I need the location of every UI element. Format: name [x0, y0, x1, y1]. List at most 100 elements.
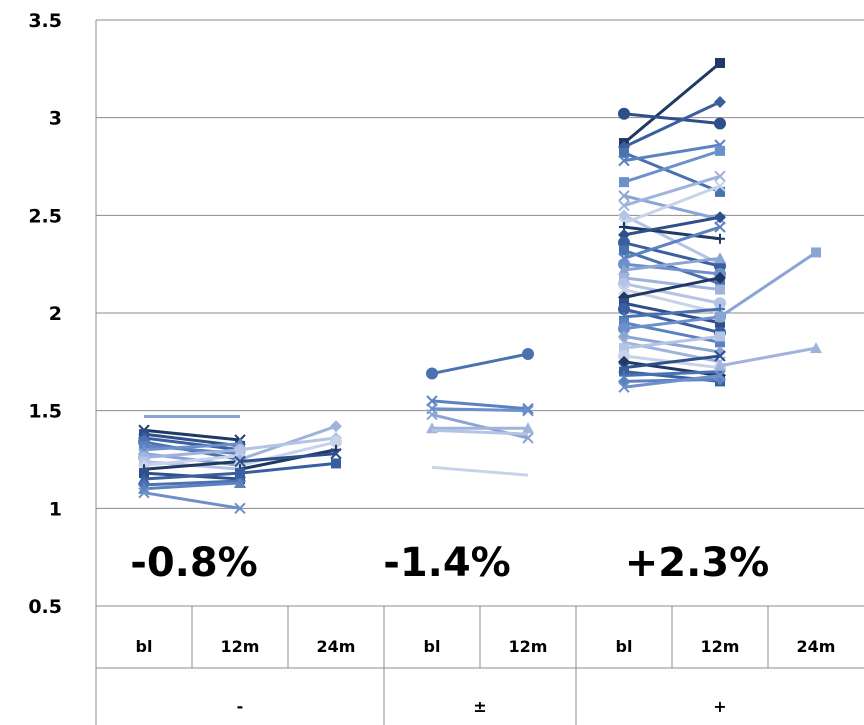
series-22	[235, 458, 341, 479]
data-point	[235, 468, 245, 479]
x-tick-label: bl	[424, 637, 441, 656]
data-point	[810, 342, 822, 354]
data-point	[138, 473, 150, 485]
series-66	[715, 247, 821, 322]
series-line	[143, 481, 241, 491]
data-point	[619, 343, 629, 354]
series-line	[623, 354, 721, 370]
category-table	[96, 606, 864, 725]
y-tick-label: 2.5	[28, 205, 62, 227]
y-tick-label: 3	[49, 108, 62, 130]
series-line	[623, 374, 721, 389]
series-line	[623, 241, 721, 268]
series-line	[623, 262, 721, 276]
data-point	[715, 337, 725, 348]
group-label: -	[237, 697, 244, 716]
series-line	[623, 225, 721, 260]
series-29	[431, 465, 529, 477]
series-line	[623, 184, 721, 225]
data-point	[522, 422, 534, 434]
data-point	[618, 277, 630, 290]
change-annotation: -1.4%	[383, 540, 511, 586]
y-tick-label: 3.5	[28, 10, 62, 32]
y-tick-label: 0.5	[28, 596, 62, 618]
series-line	[623, 276, 721, 292]
data-point	[426, 367, 438, 380]
data-point	[618, 107, 630, 120]
series-line	[143, 442, 241, 452]
x-tick-label: 12m	[701, 637, 740, 656]
annotations: -0.8% -1.4% +2.3%	[130, 540, 769, 586]
data-point	[330, 420, 342, 433]
data-point	[714, 369, 726, 382]
data-point	[714, 252, 726, 264]
series-line	[239, 452, 337, 463]
series-line	[143, 454, 241, 467]
group-label: ±	[473, 697, 486, 716]
series-line	[623, 249, 721, 286]
series-30	[619, 57, 725, 149]
series-67	[714, 342, 822, 371]
data-point	[714, 271, 726, 284]
data-point	[715, 145, 725, 156]
data-point	[714, 221, 726, 233]
series-28	[431, 428, 529, 436]
x-axis-ticks: bl 12m 24m bl 12m bl 12m 24m	[136, 637, 836, 656]
series-line	[431, 352, 529, 376]
y-tick-label: 1	[49, 498, 62, 520]
data-point	[811, 247, 821, 258]
y-axis-ticks: 0.5 1 1.5 2 2.5 3 3.5	[28, 10, 62, 618]
data-point	[619, 147, 629, 158]
y-tick-label: 2	[49, 303, 62, 325]
data-point	[234, 476, 246, 488]
x-tick-label: 24m	[797, 637, 836, 656]
series-line	[623, 100, 721, 149]
x-tick-label: 12m	[221, 637, 260, 656]
data-point	[714, 350, 726, 362]
series-37	[618, 170, 726, 212]
data-point	[715, 57, 725, 68]
series-line	[719, 346, 817, 368]
series-line	[623, 112, 721, 126]
series-31	[618, 107, 726, 130]
series-58	[619, 331, 725, 354]
x-tick-label: 12m	[509, 637, 548, 656]
data-point	[330, 447, 342, 460]
y-tick-label: 1.5	[28, 401, 62, 423]
data-point	[714, 96, 726, 109]
series-line	[719, 251, 817, 319]
series-15	[138, 486, 246, 515]
data-point	[618, 381, 630, 393]
series-line	[143, 459, 241, 471]
data-point	[522, 404, 534, 417]
group-labels: - ± +	[237, 697, 727, 716]
series-line	[143, 479, 241, 487]
data-point	[619, 177, 629, 188]
data-point	[138, 486, 150, 499]
series-line	[143, 491, 241, 510]
data-point	[715, 186, 725, 197]
data-point	[618, 154, 630, 167]
data-point	[714, 117, 726, 130]
series-line	[239, 461, 337, 475]
data-point	[714, 297, 726, 310]
series-line	[623, 307, 721, 319]
series-line	[623, 370, 721, 378]
series-line	[623, 143, 721, 163]
series-lines	[138, 57, 822, 515]
series-line	[623, 174, 721, 208]
series-line	[143, 436, 241, 452]
series-23	[426, 348, 534, 380]
data-point	[715, 311, 725, 322]
series-line	[623, 215, 721, 237]
data-point	[330, 435, 342, 448]
data-point	[331, 458, 341, 469]
series-line	[623, 256, 721, 272]
data-point	[618, 264, 630, 276]
series-line	[431, 407, 529, 413]
series-46	[618, 252, 726, 276]
series-line	[431, 465, 529, 477]
data-point	[618, 209, 630, 222]
series-21	[234, 447, 342, 468]
data-point	[618, 322, 630, 335]
